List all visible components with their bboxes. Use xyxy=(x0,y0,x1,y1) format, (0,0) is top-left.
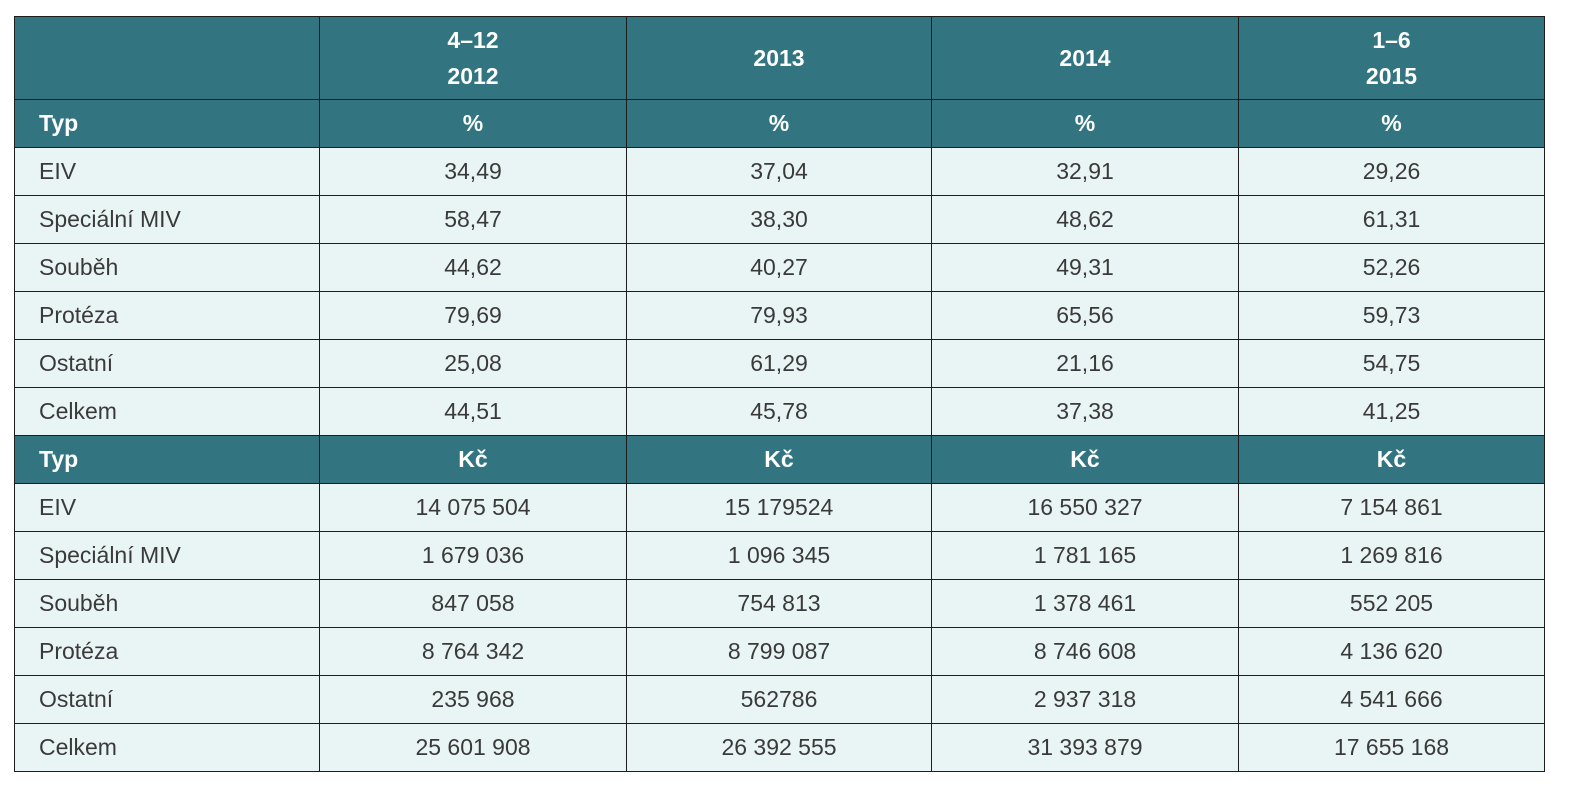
cell-value: 37,38 xyxy=(931,387,1239,436)
cell-value: 8 746 608 xyxy=(931,627,1239,676)
section-header-percent: Typ % % % % xyxy=(14,99,1545,148)
cell-value: 8 764 342 xyxy=(319,627,627,676)
cell-value: 54,75 xyxy=(1238,339,1545,388)
section-header-czk: Typ Kč Kč Kč Kč xyxy=(14,435,1545,484)
row-label: Protéza xyxy=(14,291,320,340)
cell-value: 8 799 087 xyxy=(626,627,932,676)
header-year: 2014 xyxy=(1059,45,1111,71)
cell-value: 79,69 xyxy=(319,291,627,340)
cell-value: 40,27 xyxy=(626,243,932,292)
cell-value: 34,49 xyxy=(319,147,627,196)
cell-value: 45,78 xyxy=(626,387,932,436)
unit-label: Kč xyxy=(626,435,932,484)
cell-value: 61,31 xyxy=(1238,195,1545,244)
table-row: Celkem 25 601 908 26 392 555 31 393 879 … xyxy=(14,723,1545,772)
row-label: EIV xyxy=(14,147,320,196)
cell-value: 59,73 xyxy=(1238,291,1545,340)
header-period: 4–12 xyxy=(447,27,499,53)
cell-value: 1 096 345 xyxy=(626,531,932,580)
cell-value: 2 937 318 xyxy=(931,675,1239,724)
row-label: Souběh xyxy=(14,579,320,628)
cell-value: 61,29 xyxy=(626,339,932,388)
cell-value: 29,26 xyxy=(1238,147,1545,196)
cell-value: 17 655 168 xyxy=(1238,723,1545,772)
header-year: 2013 xyxy=(753,45,805,71)
row-label: Celkem xyxy=(14,723,320,772)
cell-value: 1 378 461 xyxy=(931,579,1239,628)
header-cell-2014: 2014 xyxy=(931,16,1239,100)
header-cell-empty xyxy=(14,16,320,100)
cell-value: 21,16 xyxy=(931,339,1239,388)
row-label: Celkem xyxy=(14,387,320,436)
data-table: 4–12 2012 2013 2014 1–6 2015 Typ % xyxy=(14,16,1545,772)
row-label: Ostatní xyxy=(14,675,320,724)
type-label: Typ xyxy=(14,99,320,148)
row-label: Protéza xyxy=(14,627,320,676)
cell-value: 552 205 xyxy=(1238,579,1545,628)
cell-value: 4 136 620 xyxy=(1238,627,1545,676)
row-label: Souběh xyxy=(14,243,320,292)
table-row: Ostatní 235 968 562786 2 937 318 4 541 6… xyxy=(14,675,1545,724)
unit-label: Kč xyxy=(931,435,1239,484)
cell-value: 26 392 555 xyxy=(626,723,932,772)
cell-value: 235 968 xyxy=(319,675,627,724)
header-cell-2012: 4–12 2012 xyxy=(319,16,627,100)
row-label: Ostatní xyxy=(14,339,320,388)
table-row: EIV 34,49 37,04 32,91 29,26 xyxy=(14,147,1545,196)
table-row: EIV 14 075 504 15 179524 16 550 327 7 15… xyxy=(14,483,1545,532)
header-year: 2012 xyxy=(447,63,499,89)
cell-value: 31 393 879 xyxy=(931,723,1239,772)
header-row: 4–12 2012 2013 2014 1–6 2015 xyxy=(14,16,1545,100)
unit-label: % xyxy=(319,99,627,148)
cell-value: 847 058 xyxy=(319,579,627,628)
cell-value: 1 781 165 xyxy=(931,531,1239,580)
table-row: Souběh 44,62 40,27 49,31 52,26 xyxy=(14,243,1545,292)
data-table-container: 4–12 2012 2013 2014 1–6 2015 Typ % xyxy=(14,16,1545,772)
cell-value: 14 075 504 xyxy=(319,483,627,532)
cell-value: 58,47 xyxy=(319,195,627,244)
cell-value: 41,25 xyxy=(1238,387,1545,436)
table-row: Speciální MIV 1 679 036 1 096 345 1 781 … xyxy=(14,531,1545,580)
cell-value: 25,08 xyxy=(319,339,627,388)
cell-value: 44,62 xyxy=(319,243,627,292)
cell-value: 32,91 xyxy=(931,147,1239,196)
cell-value: 15 179524 xyxy=(626,483,932,532)
row-label: Speciální MIV xyxy=(14,195,320,244)
cell-value: 48,62 xyxy=(931,195,1239,244)
unit-label: % xyxy=(626,99,932,148)
unit-label: % xyxy=(1238,99,1545,148)
header-year: 2015 xyxy=(1365,63,1418,89)
cell-value: 38,30 xyxy=(626,195,932,244)
table-row: Speciální MIV 58,47 38,30 48,62 61,31 xyxy=(14,195,1545,244)
cell-value: 754 813 xyxy=(626,579,932,628)
cell-value: 1 679 036 xyxy=(319,531,627,580)
unit-label: Kč xyxy=(319,435,627,484)
cell-value: 7 154 861 xyxy=(1238,483,1545,532)
row-label: Speciální MIV xyxy=(14,531,320,580)
table-row: Protéza 79,69 79,93 65,56 59,73 xyxy=(14,291,1545,340)
cell-value: 49,31 xyxy=(931,243,1239,292)
cell-value: 25 601 908 xyxy=(319,723,627,772)
cell-value: 44,51 xyxy=(319,387,627,436)
header-cell-2013: 2013 xyxy=(626,16,932,100)
cell-value: 52,26 xyxy=(1238,243,1545,292)
cell-value: 16 550 327 xyxy=(931,483,1239,532)
header-period: 1–6 xyxy=(1372,27,1411,53)
cell-value: 65,56 xyxy=(931,291,1239,340)
cell-value: 1 269 816 xyxy=(1238,531,1545,580)
table-row: Celkem 44,51 45,78 37,38 41,25 xyxy=(14,387,1545,436)
row-label: EIV xyxy=(14,483,320,532)
cell-value: 37,04 xyxy=(626,147,932,196)
table-row: Souběh 847 058 754 813 1 378 461 552 205 xyxy=(14,579,1545,628)
cell-value: 4 541 666 xyxy=(1238,675,1545,724)
header-cell-2015: 1–6 2015 xyxy=(1238,16,1545,100)
cell-value: 562786 xyxy=(626,675,932,724)
unit-label: % xyxy=(931,99,1239,148)
table-row: Ostatní 25,08 61,29 21,16 54,75 xyxy=(14,339,1545,388)
cell-value: 79,93 xyxy=(626,291,932,340)
unit-label: Kč xyxy=(1238,435,1545,484)
table-row: Protéza 8 764 342 8 799 087 8 746 608 4 … xyxy=(14,627,1545,676)
type-label: Typ xyxy=(14,435,320,484)
